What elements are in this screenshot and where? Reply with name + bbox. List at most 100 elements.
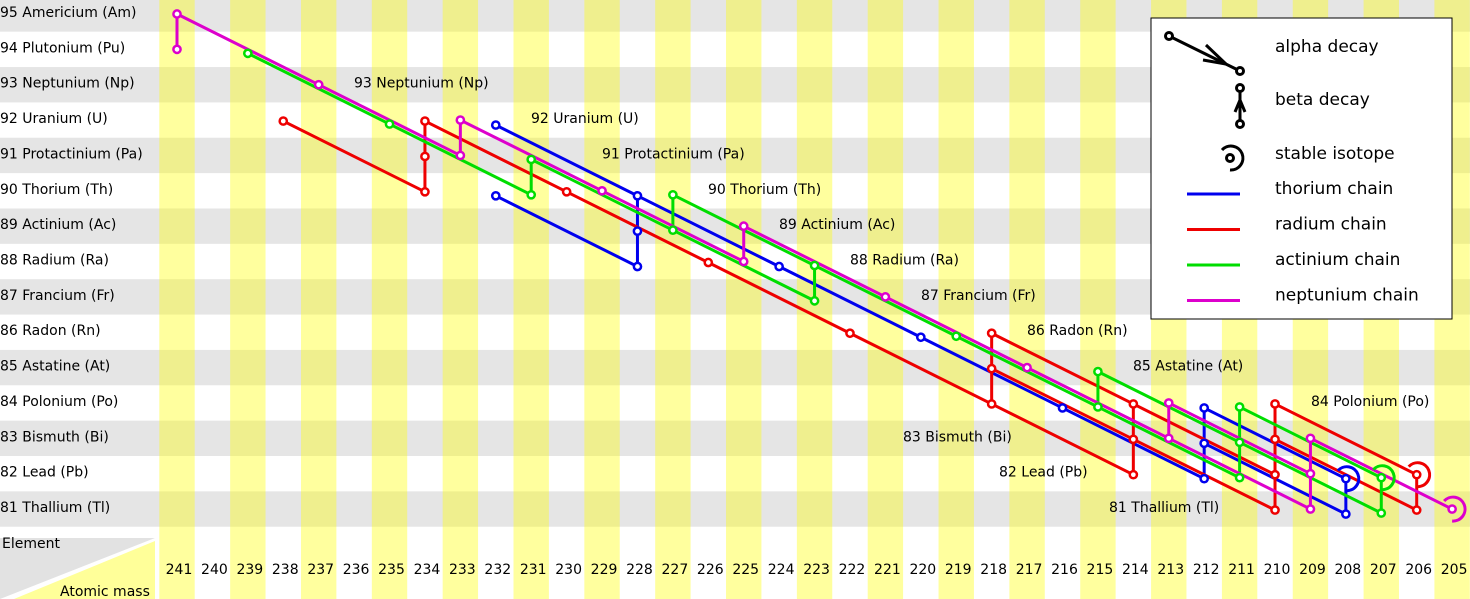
nuclide <box>1128 399 1139 409</box>
alpha-decay <box>990 331 1135 406</box>
stable-isotope <box>1407 461 1432 489</box>
mass-label: 220 <box>909 562 936 578</box>
alpha-decay <box>424 119 568 194</box>
element-inline-label: 87 Francium (Fr) <box>921 288 1036 304</box>
nuclide <box>1341 473 1351 484</box>
element-label: 92 Uranium (U) <box>0 111 108 127</box>
header-corner <box>0 538 155 599</box>
nuclide <box>1163 398 1174 408</box>
element-inline-label: 84 Polonium (Po) <box>1311 394 1429 410</box>
nuclide <box>1199 473 1210 484</box>
legend-box <box>1150 17 1453 320</box>
nuclide <box>172 44 182 55</box>
mass-label: 238 <box>272 562 299 578</box>
nuclide <box>1128 434 1139 445</box>
alpha-decay <box>282 119 426 194</box>
nuclide <box>1270 505 1280 515</box>
nuclide <box>526 189 537 200</box>
nuclide <box>490 120 501 130</box>
column-band <box>159 0 195 599</box>
mass-label: 227 <box>662 562 689 578</box>
nuclide <box>1093 402 1103 412</box>
nuclide <box>1376 472 1387 483</box>
nuclide <box>986 363 997 374</box>
nuclide <box>420 116 430 126</box>
mass-label: 229 <box>591 562 618 578</box>
mass-label: 208 <box>1334 562 1361 578</box>
element-label: 91 Protactinium (Pa) <box>0 146 143 162</box>
mass-label: 223 <box>803 562 830 578</box>
column-band <box>300 0 337 599</box>
mass-label: 234 <box>414 562 441 578</box>
nuclide <box>1270 469 1280 480</box>
nuclide <box>597 185 607 196</box>
mass-label: 233 <box>449 562 476 578</box>
element-label: 82 Lead (Pb) <box>0 465 89 481</box>
nuclide <box>313 79 324 90</box>
column-band <box>1009 0 1045 599</box>
mass-label: 207 <box>1370 562 1397 578</box>
mass-label: 218 <box>980 562 1007 578</box>
element-label: 89 Actinium (Ac) <box>0 217 116 233</box>
row-band <box>0 491 1470 527</box>
nuclide <box>1270 399 1280 409</box>
alpha-decay <box>495 194 639 268</box>
alpha-decay <box>1274 402 1418 477</box>
nuclide <box>1411 505 1422 515</box>
nuclide <box>632 261 643 272</box>
stable-isotope <box>1443 495 1467 523</box>
nuclide <box>668 225 678 236</box>
nuclide <box>1234 402 1245 412</box>
mass-label: 214 <box>1122 562 1149 578</box>
nuclide <box>455 150 466 161</box>
nuclide <box>1163 433 1174 444</box>
mass-label: 236 <box>343 562 370 578</box>
legend-icons <box>1164 31 1247 172</box>
element-label: 88 Radium (Ra) <box>0 253 109 269</box>
nuclide <box>172 9 182 19</box>
mass-label: 241 <box>166 562 193 578</box>
nuclide <box>455 115 466 125</box>
nuclide <box>915 332 926 343</box>
mass-label: 217 <box>1016 562 1043 578</box>
nuclide <box>1411 469 1422 480</box>
nuclide <box>880 292 891 302</box>
mass-label: 230 <box>555 562 582 578</box>
element-inline-label: 91 Protactinium (Pa) <box>602 146 745 162</box>
legend-label: actinium chain <box>1275 250 1400 270</box>
nuclide <box>774 261 784 272</box>
nuclide <box>561 186 572 197</box>
element-label: 86 Radon (Rn) <box>0 323 101 339</box>
alpha-decay <box>495 123 639 198</box>
column-band <box>513 0 549 599</box>
legend-label: radium chain <box>1275 215 1387 235</box>
element-label: 95 Americium (Am) <box>0 5 136 21</box>
nuclide <box>1305 504 1316 514</box>
mass-label: 215 <box>1087 562 1114 578</box>
nuclide <box>668 189 678 200</box>
nuclide <box>809 296 820 306</box>
element-label: 83 Bismuth (Bi) <box>0 429 109 445</box>
mass-label: 228 <box>626 562 653 578</box>
mass-label: 237 <box>307 562 334 578</box>
element-inline-label: 86 Radon (Rn) <box>1027 323 1128 339</box>
nuclide <box>986 399 997 409</box>
mass-label: 222 <box>839 562 866 578</box>
alpha-decay <box>636 194 780 268</box>
element-inline-label: 83 Bismuth (Bi) <box>903 429 1012 445</box>
nuclide <box>1376 508 1387 518</box>
legend: alpha decay beta decay stable isotope th… <box>1150 17 1453 320</box>
alpha-decay <box>849 331 993 406</box>
mass-label: 235 <box>378 562 405 578</box>
nuclide <box>1270 434 1280 445</box>
nuclide <box>420 151 430 162</box>
nuclide <box>490 190 501 201</box>
element-inline-label: 85 Astatine (At) <box>1133 359 1243 375</box>
mass-label: 240 <box>201 562 228 578</box>
nuclide <box>809 260 820 271</box>
mass-label: 225 <box>732 562 759 578</box>
mass-label: 231 <box>520 562 547 578</box>
element-inline-label: 88 Radium (Ra) <box>850 253 959 269</box>
element-inline-label: 93 Neptunium (Np) <box>354 76 489 92</box>
